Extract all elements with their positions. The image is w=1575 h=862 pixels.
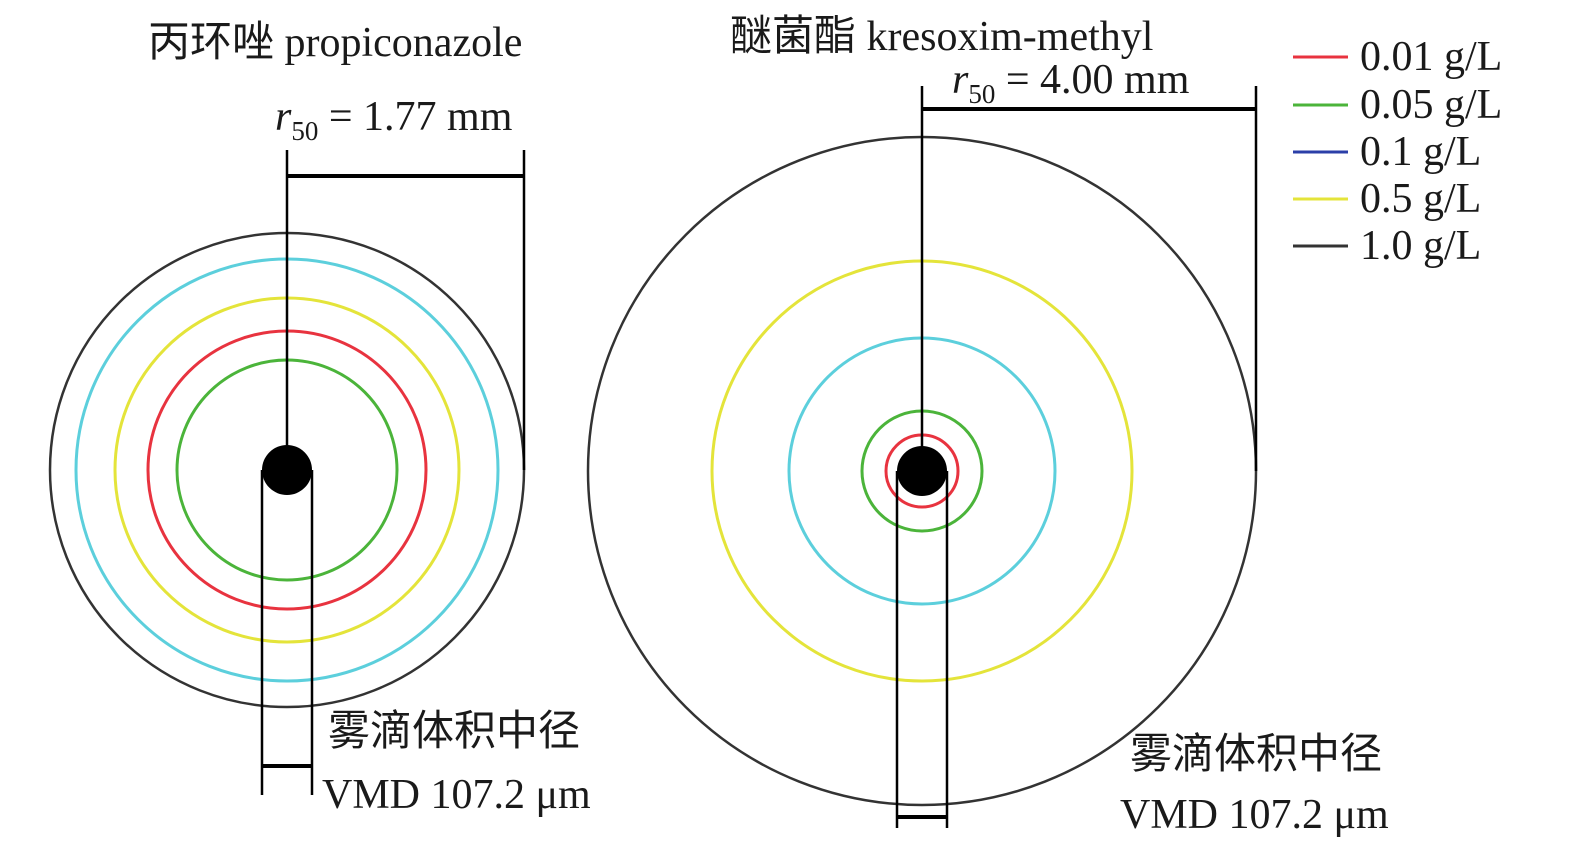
legend-item-1-0: 1.0 g/L <box>1293 223 1481 269</box>
vmd-label-en-kresoxim-methyl: VMD 107.2 μm <box>1120 792 1389 838</box>
legend: 0.01 g/L 0.05 g/L 0.1 g/L 0.5 g/L 1.0 g/… <box>1293 34 1502 269</box>
legend-item-0-05: 0.05 g/L <box>1293 82 1502 128</box>
legend-item-0-1: 0.1 g/L <box>1293 129 1481 175</box>
vmd-label-en-propiconazole: VMD 107.2 μm <box>322 772 591 818</box>
r50-label-kresoxim-methyl: r50 = 4.00 mm <box>952 57 1190 109</box>
panel-title-propiconazole: 丙环唑 propiconazole <box>148 20 522 66</box>
legend-label-0-01: 0.01 g/L <box>1360 34 1502 80</box>
vmd-label-zh-kresoxim-methyl: 雾滴体积中径 <box>1130 731 1382 778</box>
legend-label-0-05: 0.05 g/L <box>1360 82 1502 128</box>
r50-label-propiconazole: r50 = 1.77 mm <box>275 94 513 146</box>
legend-label-1-0: 1.0 g/L <box>1360 223 1481 269</box>
panel-title-kresoxim-methyl: 醚菌酯 kresoxim-methyl <box>730 14 1153 60</box>
panel-propiconazole: 丙环唑 propiconazole r50 = 1.77 mm 雾滴体积中径 V… <box>48 20 591 818</box>
legend-item-0-5: 0.5 g/L <box>1293 176 1481 222</box>
panel-kresoxim-methyl: 醚菌酯 kresoxim-methyl r50 = 4.00 mm 雾滴体积中径… <box>586 14 1389 838</box>
legend-label-0-5: 0.5 g/L <box>1360 176 1481 222</box>
vmd-label-zh-propiconazole: 雾滴体积中径 <box>328 708 580 755</box>
legend-label-0-1: 0.1 g/L <box>1360 129 1481 175</box>
legend-item-0-01: 0.01 g/L <box>1293 34 1502 80</box>
